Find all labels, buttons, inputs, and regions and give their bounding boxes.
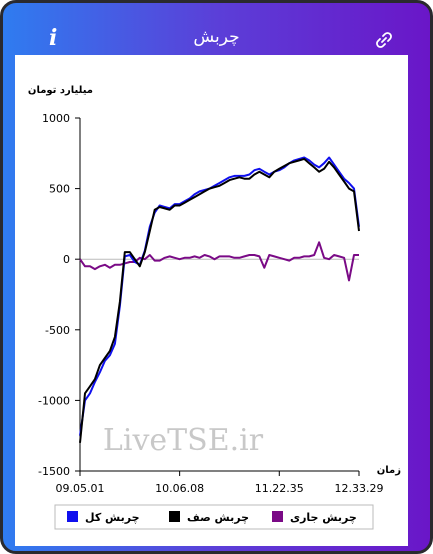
legend-label: چربش صف bbox=[187, 511, 249, 524]
x-tick-label: 10.06.08 bbox=[155, 482, 204, 495]
y-tick-label: -1500 bbox=[38, 465, 70, 478]
legend-label: چربش جاری bbox=[290, 511, 357, 524]
legend-swatch bbox=[169, 511, 180, 522]
series-line bbox=[79, 241, 359, 282]
legend-swatch bbox=[67, 511, 78, 522]
info-icon[interactable]: i bbox=[49, 25, 58, 51]
y-tick-label: -500 bbox=[45, 324, 70, 337]
chart: میلیارد تومان زمان LiveTSE.ir -1500 -1000 -50… bbox=[28, 85, 401, 530]
x-tick-label: 11.22.35 bbox=[255, 482, 304, 495]
y-tick-label: -1000 bbox=[38, 394, 70, 407]
x-tick-label: 09.05.01 bbox=[56, 482, 105, 495]
legend-label: چربش کل bbox=[85, 511, 140, 524]
watermark: LiveTSE.ir bbox=[103, 423, 264, 458]
series-line bbox=[79, 157, 360, 443]
legend-box bbox=[54, 504, 374, 530]
y-axis-label: میلیارد تومان bbox=[28, 85, 93, 96]
y-tick-label: 500 bbox=[49, 183, 70, 196]
y-tick-label: 1000 bbox=[42, 112, 70, 125]
series-line bbox=[79, 156, 360, 436]
y-tick-label: 0 bbox=[63, 253, 70, 266]
header-title: چربش bbox=[193, 27, 240, 47]
x-tick-label: 12.33.29 bbox=[335, 482, 384, 495]
link-icon[interactable] bbox=[375, 31, 393, 49]
x-axis-label: زمان bbox=[377, 465, 401, 476]
legend-swatch bbox=[272, 511, 283, 522]
chart-panel: میلیارد تومان زمان LiveTSE.ir -1500 -1000 -50… bbox=[15, 55, 408, 546]
